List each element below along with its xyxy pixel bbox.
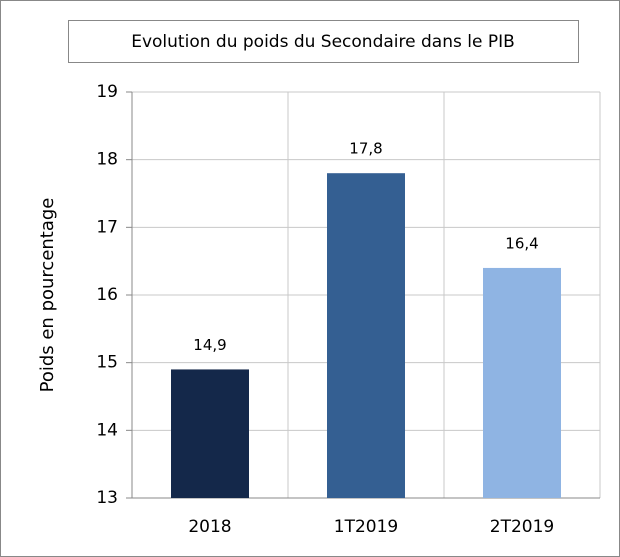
title-box <box>68 20 579 63</box>
data-label: 17,8 <box>349 140 382 158</box>
y-tick-label: 19 <box>96 82 118 102</box>
y-tick-label: 13 <box>96 488 118 508</box>
bar <box>483 267 561 498</box>
x-tick-label: 1T2019 <box>334 517 398 537</box>
y-axis-label: Poids en pourcentage <box>37 198 58 393</box>
y-tick-label: 16 <box>96 285 118 305</box>
data-label: 16,4 <box>505 234 538 252</box>
bar <box>327 173 405 498</box>
x-tick-label: 2018 <box>188 517 231 537</box>
x-tick-label: 2T2019 <box>490 517 554 537</box>
y-tick-label: 14 <box>96 420 118 440</box>
data-label: 14,9 <box>193 336 226 354</box>
chart-title: Evolution du poids du Secondaire dans le… <box>131 32 515 52</box>
y-tick-label: 17 <box>96 217 118 237</box>
y-tick-label: 15 <box>96 353 118 373</box>
y-tick-label: 18 <box>96 150 118 170</box>
bar <box>171 369 249 498</box>
